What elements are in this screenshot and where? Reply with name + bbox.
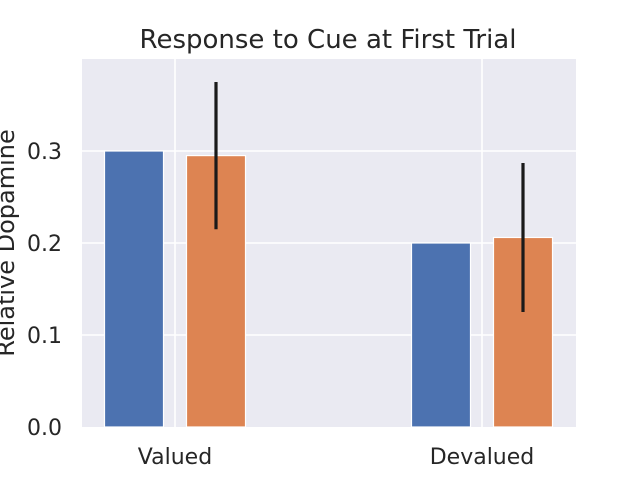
- bar: [103, 150, 165, 428]
- y-tick-labels: 0.0 0.1 0.2 0.3: [27, 140, 62, 441]
- bar: [492, 236, 554, 428]
- x-tick-label: Devalued: [430, 445, 535, 470]
- y-tick-label: 0.1: [27, 324, 62, 349]
- bar: [410, 242, 472, 428]
- y-tick-label: 0.2: [27, 232, 62, 257]
- x-tick-label: Valued: [138, 445, 212, 470]
- y-tick-label: 0.0: [27, 416, 62, 441]
- bars: [103, 150, 554, 428]
- error-bars: [214, 82, 525, 312]
- x-tick-labels: Valued Devalued: [138, 445, 534, 470]
- y-axis-label: Relative Dopamine: [0, 129, 20, 357]
- y-tick-label: 0.3: [27, 140, 62, 165]
- chart-title: Response to Cue at First Trial: [140, 25, 517, 55]
